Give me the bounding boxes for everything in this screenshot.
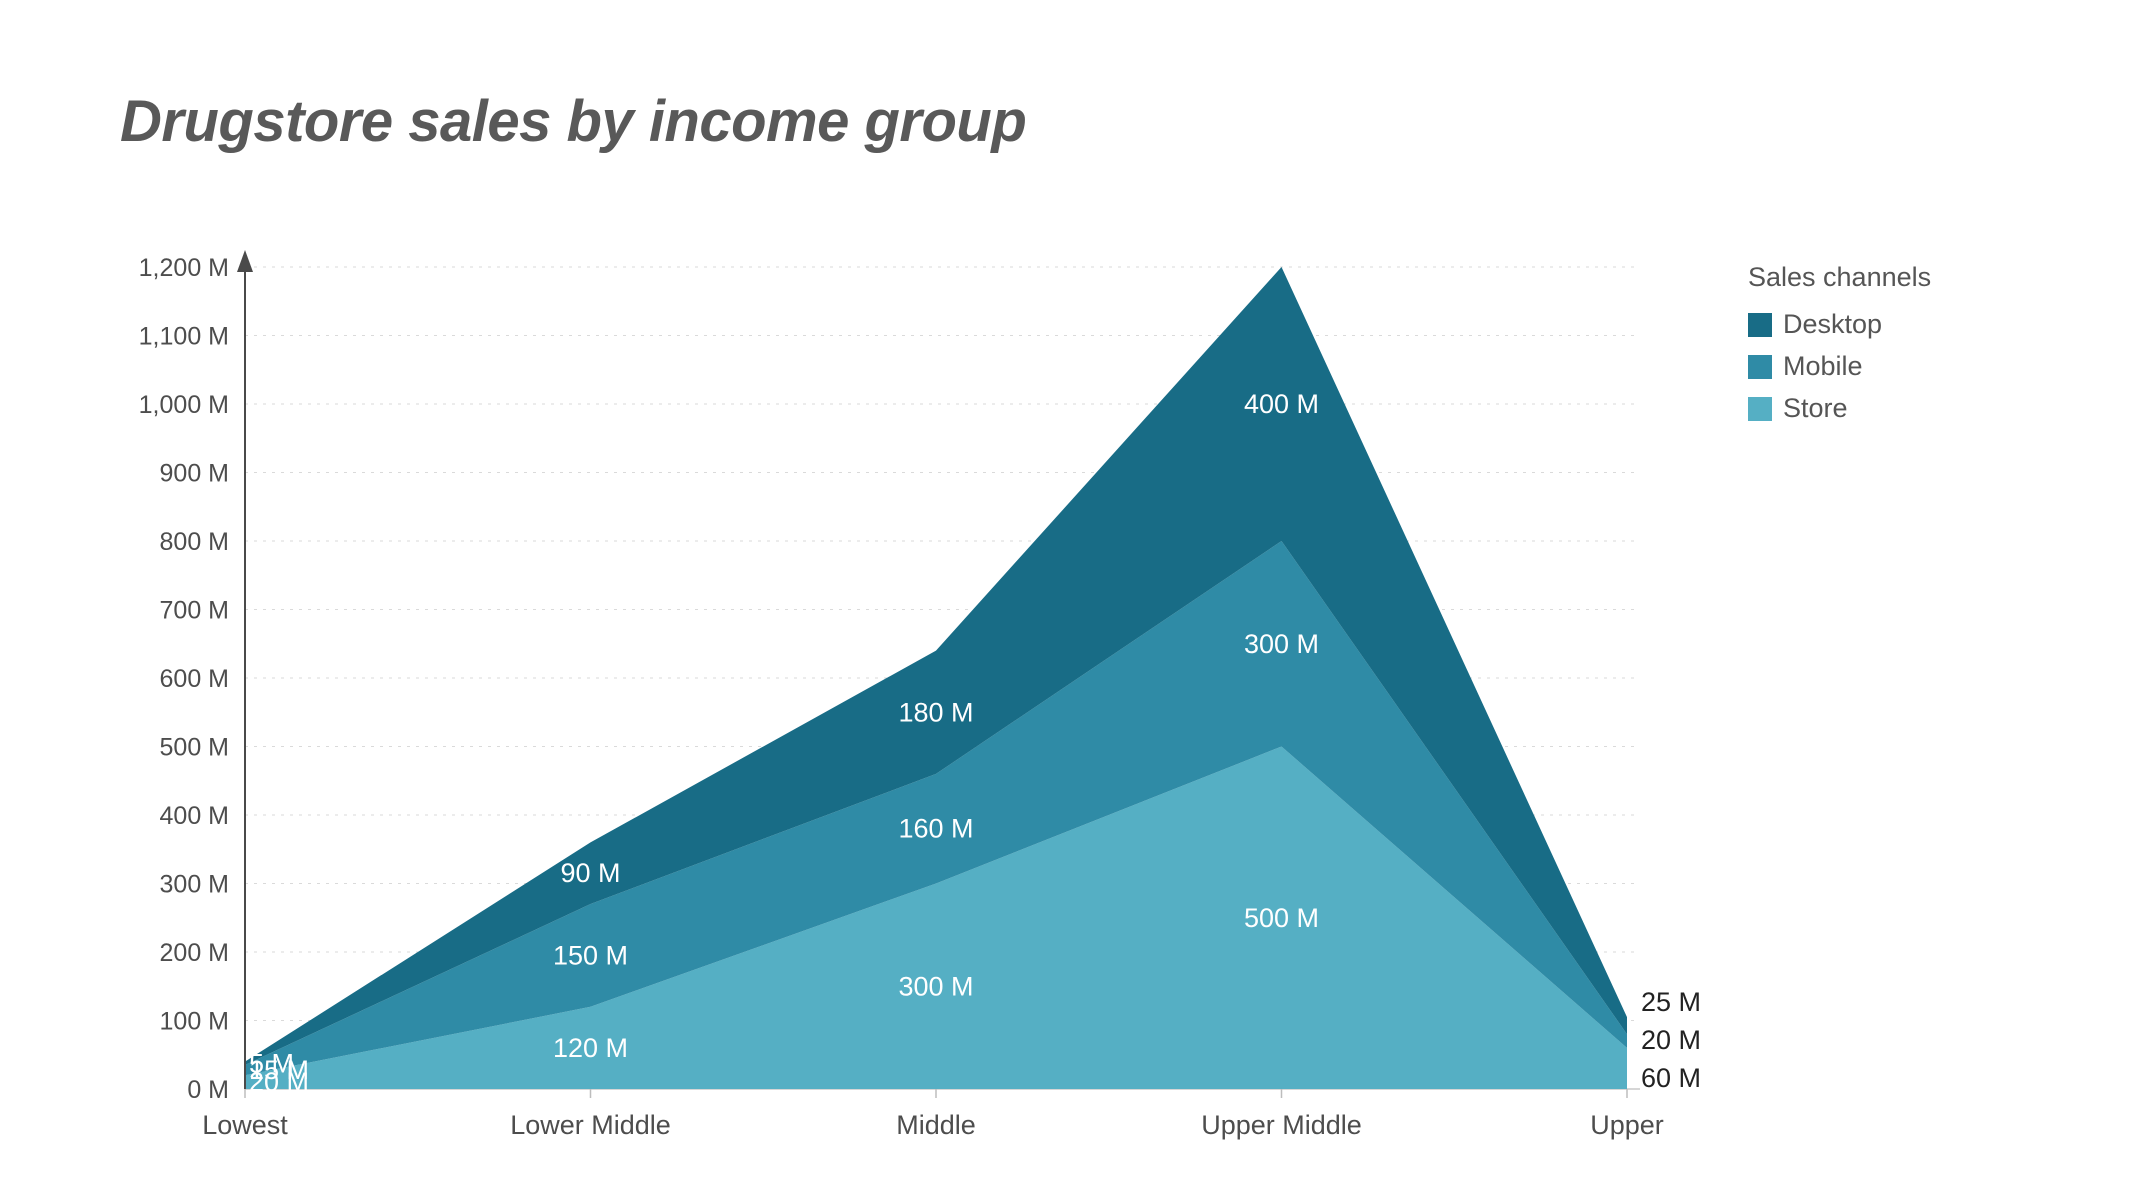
legend-item-store[interactable]: Store [1748,393,1931,424]
y-axis-tick-label: 300 M [160,871,229,899]
data-label: 5 M [249,1048,294,1078]
x-axis-category-label: Middle [896,1110,976,1140]
y-axis-tick-label: 100 M [160,1008,229,1036]
data-label: 15 M [249,1055,309,1085]
data-label: 400 M [1244,389,1319,419]
legend-item-label: Mobile [1783,351,1863,381]
data-label: 180 M [898,697,973,727]
data-label: 300 M [1244,629,1319,659]
data-label: 160 M [898,814,973,844]
y-axis-tick-label: 1,000 M [139,391,229,419]
legend-item-label: Desktop [1783,309,1883,339]
desktop-swatch-icon [1748,312,1772,337]
data-label: 120 M [553,1033,628,1063]
legend-item-mobile[interactable]: Mobile [1748,351,1931,382]
data-label: 300 M [898,971,973,1001]
legend: Sales channels Desktop Mobile Store [1748,262,1931,435]
data-label-outside: 25 M [1641,987,1701,1017]
data-label-outside: 60 M [1641,1063,1701,1093]
y-axis-tick-label: 1,100 M [139,323,229,351]
x-axis-category-label: Lower Middle [510,1110,671,1140]
area-store[interactable] [245,746,1627,1090]
y-axis-tick-label: 0 M [187,1076,229,1104]
y-axis-tick-label: 800 M [160,528,229,556]
y-axis-tick-label: 400 M [160,802,229,830]
data-label: 20 M [249,1067,309,1097]
y-axis-tick-label: 1,200 M [139,254,229,282]
y-axis-arrow-icon [237,250,253,272]
legend-item-label: Store [1783,393,1848,423]
area-mobile[interactable] [245,541,1627,1076]
y-axis-tick-label: 200 M [160,939,229,967]
store-swatch-icon [1748,396,1772,421]
x-axis-category-label: Upper [1590,1110,1664,1140]
data-label: 500 M [1244,903,1319,933]
area-desktop[interactable] [245,267,1627,1065]
data-label-outside: 20 M [1641,1025,1701,1055]
legend-item-desktop[interactable]: Desktop [1748,309,1931,340]
y-axis-tick-label: 500 M [160,734,229,762]
legend-title: Sales channels [1748,262,1932,292]
data-label: 90 M [560,858,620,888]
x-axis-category-label: Upper Middle [1201,1110,1362,1140]
chart-title: Drugstore sales by income group [120,89,1027,154]
x-axis-category-label: Lowest [202,1110,288,1140]
y-axis-tick-label: 900 M [160,460,229,488]
mobile-swatch-icon [1748,354,1772,379]
y-axis-tick-label: 600 M [160,665,229,693]
y-axis-tick-label: 700 M [160,597,229,625]
data-label: 150 M [553,940,628,970]
